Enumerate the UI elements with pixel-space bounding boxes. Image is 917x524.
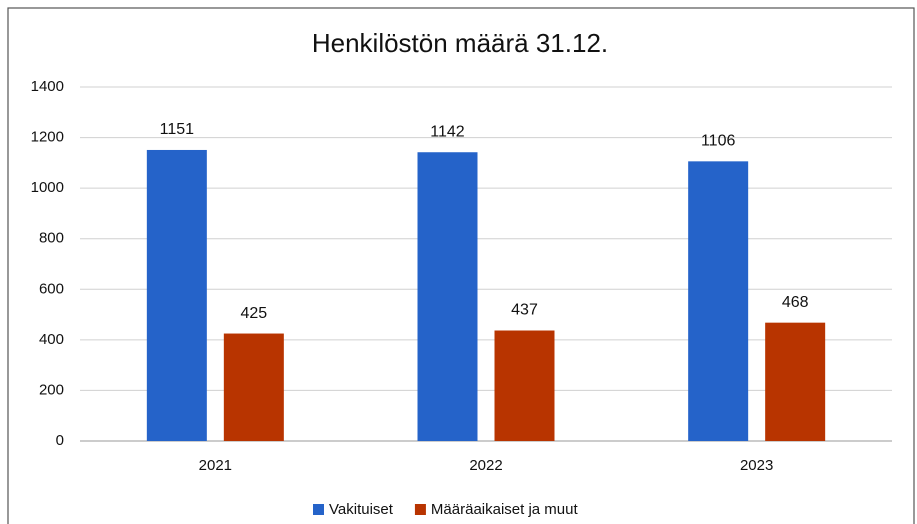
legend-swatch	[313, 504, 324, 515]
x-tick-label: 2021	[199, 457, 232, 474]
legend-swatch	[414, 504, 426, 515]
y-tick-label: 600	[39, 280, 64, 297]
y-tick-label: 1400	[31, 78, 64, 95]
chart-title: Henkilöstön määrä 31.12.	[312, 28, 608, 58]
data-label: 425	[240, 305, 267, 322]
legend-label: Vakituiset	[329, 501, 394, 518]
y-tick-label: 400	[39, 331, 64, 348]
legend-label: Määräaikaiset ja muut	[431, 501, 579, 518]
bar	[688, 161, 749, 441]
x-tick-label: 2022	[469, 457, 502, 474]
data-label: 437	[511, 302, 538, 319]
bar	[223, 333, 284, 441]
bar	[417, 152, 478, 442]
bar	[494, 330, 555, 441]
data-label: 1142	[430, 123, 465, 140]
y-tick-label: 1200	[31, 129, 64, 146]
data-label: 468	[782, 294, 809, 311]
y-tick-label: 1000	[31, 179, 64, 196]
data-label: 1151	[160, 121, 195, 138]
y-tick-label: 800	[39, 230, 64, 247]
x-tick-label: 2023	[740, 457, 773, 474]
data-label: 1106	[701, 133, 736, 150]
bar	[765, 322, 826, 441]
y-tick-label: 0	[56, 432, 64, 449]
bar	[146, 149, 207, 441]
y-tick-label: 200	[39, 381, 64, 398]
